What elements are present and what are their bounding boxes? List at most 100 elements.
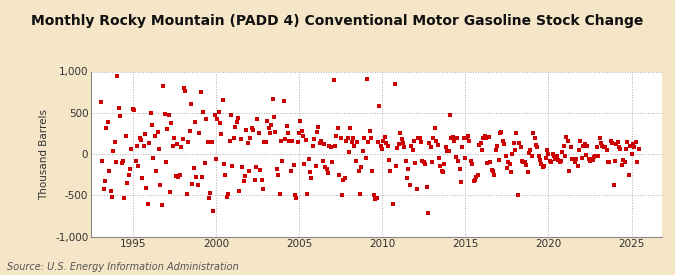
Point — [194, 131, 205, 136]
Point — [158, 84, 169, 89]
Point — [524, 151, 535, 155]
Point — [378, 139, 389, 143]
Point — [353, 169, 364, 174]
Point — [292, 140, 303, 145]
Point — [511, 131, 522, 136]
Point — [599, 145, 610, 150]
Point — [256, 177, 267, 182]
Point — [525, 148, 536, 152]
Point — [341, 139, 352, 143]
Point — [608, 183, 619, 188]
Point — [431, 139, 441, 143]
Point — [499, 142, 510, 146]
Point — [332, 126, 343, 131]
Point — [221, 195, 232, 199]
Point — [540, 156, 551, 160]
Point — [108, 148, 119, 153]
Point — [460, 156, 470, 160]
Point — [151, 168, 162, 173]
Point — [324, 144, 335, 148]
Point — [113, 106, 124, 110]
Point — [191, 175, 202, 179]
Point — [145, 111, 156, 115]
Point — [521, 163, 532, 167]
Point — [109, 139, 120, 144]
Point — [432, 143, 443, 147]
Point — [436, 168, 447, 173]
Point — [510, 148, 520, 152]
Point — [574, 148, 585, 152]
Point — [575, 139, 586, 143]
Point — [111, 160, 122, 164]
Point — [161, 160, 171, 164]
Point — [394, 142, 404, 146]
Point — [398, 141, 408, 145]
Point — [216, 132, 227, 136]
Point — [223, 192, 234, 197]
Point — [312, 130, 323, 134]
Point — [266, 123, 277, 127]
Point — [275, 139, 286, 143]
Point — [298, 134, 308, 138]
Point — [549, 154, 560, 159]
Point — [107, 195, 117, 199]
Point — [291, 196, 302, 200]
Point — [586, 157, 597, 161]
Point — [342, 135, 353, 140]
Point — [212, 117, 223, 122]
Point — [302, 191, 313, 196]
Point — [348, 135, 358, 140]
Point — [418, 160, 429, 164]
Point — [300, 138, 311, 142]
Point — [338, 178, 349, 183]
Point — [112, 73, 123, 78]
Point — [607, 141, 618, 145]
Point — [255, 167, 266, 172]
Point — [242, 141, 253, 145]
Point — [515, 144, 526, 149]
Point — [462, 134, 473, 138]
Point — [367, 169, 378, 174]
Point — [621, 147, 632, 151]
Point — [166, 120, 177, 125]
Point — [593, 154, 603, 159]
Point — [442, 148, 453, 153]
Point — [146, 123, 157, 127]
Point — [389, 82, 400, 86]
Y-axis label: Thousand Barrels: Thousand Barrels — [40, 109, 49, 199]
Point — [177, 137, 188, 141]
Point — [579, 142, 590, 146]
Point — [485, 160, 495, 164]
Point — [328, 78, 339, 82]
Point — [287, 139, 298, 143]
Point — [615, 147, 626, 151]
Point — [590, 154, 601, 159]
Point — [458, 135, 469, 140]
Point — [202, 140, 213, 145]
Point — [340, 176, 350, 180]
Point — [429, 126, 440, 131]
Point — [207, 139, 217, 144]
Point — [424, 141, 435, 145]
Point — [271, 167, 282, 171]
Point — [274, 192, 285, 197]
Point — [356, 165, 367, 169]
Point — [192, 183, 203, 188]
Point — [142, 202, 153, 207]
Point — [220, 172, 231, 177]
Point — [569, 160, 580, 164]
Point — [313, 125, 324, 129]
Point — [475, 141, 486, 145]
Point — [457, 145, 468, 150]
Point — [539, 164, 549, 169]
Point — [403, 167, 414, 171]
Point — [357, 148, 368, 153]
Point — [337, 193, 348, 197]
Point — [198, 110, 209, 114]
Point — [228, 135, 239, 140]
Point — [163, 113, 174, 117]
Point — [359, 135, 370, 140]
Point — [98, 186, 109, 191]
Point — [420, 162, 431, 166]
Point — [508, 141, 519, 145]
